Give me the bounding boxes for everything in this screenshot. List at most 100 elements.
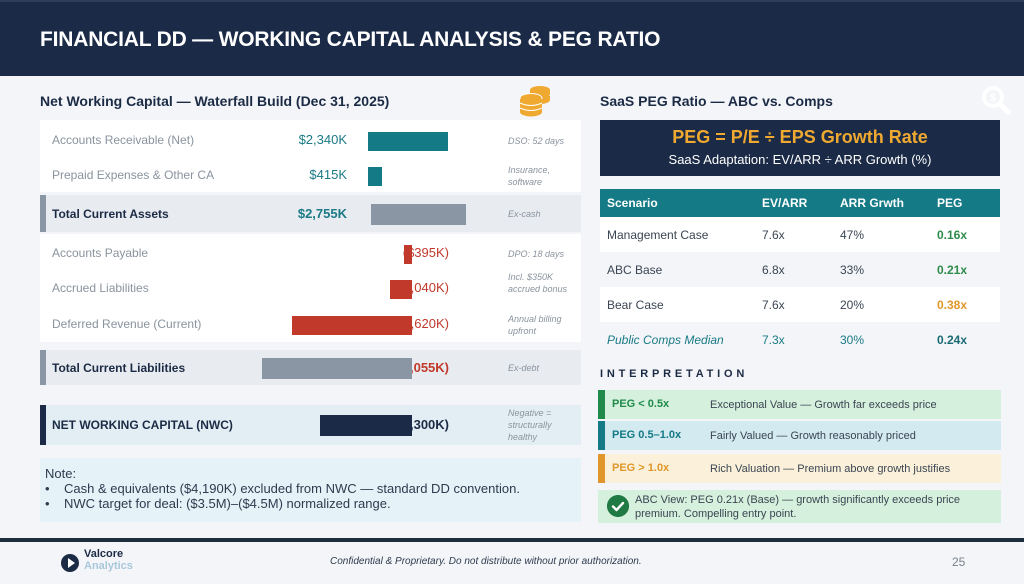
cell-ev-arr: 6.8x: [755, 252, 833, 287]
cell-peg: 0.38x: [930, 287, 1000, 322]
interpretation-row: PEG 0.5–1.0x Fairly Valued — Growth reaso…: [598, 421, 1001, 450]
waterfall-note: DPO: 18 days: [508, 248, 565, 259]
waterfall-label: Deferred Revenue (Current): [52, 317, 202, 331]
peg-formula-box: PEG = P/E ÷ EPS Growth Rate SaaS Adaptat…: [600, 120, 1000, 176]
waterfall-label: Total Current Liabilities: [52, 360, 186, 375]
waterfall-label: Total Current Assets: [52, 206, 169, 221]
abc-view-callout: ABC View: PEG 0.21x (Base) — growth sign…: [598, 490, 1001, 523]
waterfall-note: Ex-debt: [508, 362, 540, 373]
note-box: Note: Cash & equivalents ($4,190K) exclu…: [40, 458, 581, 522]
waterfall-title: Net Working Capital — Waterfall Build (D…: [40, 93, 390, 109]
peg-title: SaaS PEG Ratio — ABC vs. Comps: [600, 93, 833, 109]
row-accent: [40, 195, 46, 232]
page-number: 25: [952, 555, 966, 569]
waterfall-bar: [389, 280, 412, 299]
row-accent: [40, 405, 46, 445]
note-bullet: Cash & equivalents ($4,190K) excluded fr…: [45, 481, 576, 496]
waterfall-note: Annual billing upfront: [508, 313, 562, 336]
peg-table: Scenario EV/ARR ARR Grwth PEG Management…: [600, 189, 1000, 357]
cell-scenario: Bear Case: [600, 287, 755, 322]
check-circle-icon: [607, 495, 629, 517]
interpretation-desc: Rich Valuation — Premium above growth ju…: [710, 463, 951, 475]
logo-line1: Valcore: [84, 548, 124, 560]
col-arr-growth: ARR Grwth: [833, 189, 930, 217]
interpretation-row: PEG < 0.5x Exceptional Value — Growth far…: [598, 390, 1001, 419]
row-accent: [598, 421, 605, 450]
slide-header: FINANCIAL DD — WORKING CAPITAL ANALYSIS …: [0, 0, 1024, 76]
waterfall-label: Prepaid Expenses & Other CA: [52, 168, 215, 182]
waterfall-value: $415K: [309, 167, 347, 182]
assets-block: [40, 120, 581, 192]
logo-line2: Analytics: [84, 560, 133, 572]
slide-title: FINANCIAL DD — WORKING CAPITAL ANALYSIS …: [40, 28, 661, 51]
waterfall-note: Ex-cash: [508, 208, 541, 219]
cell-growth: 33%: [833, 252, 930, 287]
waterfall-row: Accrued Liabilities ($1,040K) Incl. $350K …: [40, 271, 581, 306]
waterfall-label: Accrued Liabilities: [52, 281, 149, 295]
interpretation-key: PEG < 0.5x: [612, 398, 670, 410]
cell-ev-arr: 7.3x: [755, 322, 833, 357]
interpretation-key: PEG 0.5–1.0x: [612, 429, 682, 441]
coins-icon: [519, 86, 550, 117]
valcore-logo-icon: [61, 554, 79, 572]
waterfall-row: Prepaid Expenses & Other CA $415K Insuranc…: [40, 158, 581, 193]
cell-scenario: Management Case: [600, 217, 755, 252]
cell-growth: 30%: [833, 322, 930, 357]
cell-peg: 0.24x: [930, 322, 1000, 357]
waterfall-row: Accounts Payable ($395K) DPO: 18 days: [40, 236, 581, 271]
waterfall-row: Total Current Liabilities ($7,055K) Ex-deb…: [40, 350, 581, 385]
row-accent: [598, 390, 605, 419]
waterfall-row: Total Current Assets $2,755K Ex-cash: [40, 195, 581, 232]
peg-table-row: Bear Case 7.6x 20% 0.38x: [600, 287, 1000, 322]
waterfall-value: $2,755K: [297, 205, 347, 221]
note-heading: Note:: [45, 466, 77, 481]
cell-growth: 20%: [833, 287, 930, 322]
waterfall-note: Incl. $350K accrued bonus: [508, 272, 568, 294]
note-bullet: NWC target for deal: ($3.5M)–($4.5M) nor…: [45, 496, 576, 511]
waterfall-value: ($395K): [402, 245, 449, 260]
waterfall-label: NET WORKING CAPITAL (NWC): [52, 418, 233, 432]
col-peg: PEG: [930, 189, 1000, 217]
footer-divider: [0, 538, 1024, 542]
peg-formula: PEG = P/E ÷ EPS Growth Rate: [672, 127, 928, 147]
waterfall-label: Accounts Payable: [52, 246, 149, 260]
confidential-notice: Confidential & Proprietary. Do not distr…: [330, 556, 642, 567]
peg-table-row: Management Case 7.6x 47% 0.16x: [600, 217, 1000, 252]
cell-scenario: Public Comps Median: [600, 322, 755, 357]
waterfall-row: NET WORKING CAPITAL (NWC) ($4,300K) Negati…: [40, 405, 581, 445]
waterfall-note: DSO: 52 days: [508, 135, 565, 146]
cell-growth: 47%: [833, 217, 930, 252]
waterfall-note: Negative = structurally healthy: [508, 408, 552, 442]
waterfall-row: Deferred Revenue (Current) ($5,620K) Annua…: [40, 307, 581, 342]
waterfall-bar: [371, 203, 466, 225]
cell-ev-arr: 7.6x: [755, 217, 833, 252]
waterfall-bar: [368, 167, 383, 186]
peg-table-row: ABC Base 6.8x 33% 0.21x: [600, 252, 1000, 287]
footer: Valcore Analytics Confidential & Proprie…: [0, 542, 1024, 584]
magnifier-dollar-icon: $: [982, 86, 1011, 115]
interpretation-row: PEG > 1.0x Rich Valuation — Premium above…: [598, 454, 1001, 483]
interpretation-desc: Exceptional Value — Growth far exceeds p…: [710, 399, 937, 411]
logo-text: Valcore Analytics: [84, 548, 133, 572]
waterfall-value: $2,340K: [298, 132, 347, 147]
interpretation-key: PEG > 1.0x: [612, 462, 670, 474]
waterfall-bar: [262, 357, 412, 379]
waterfall-bar: [320, 415, 412, 436]
peg-table-header: Scenario EV/ARR ARR Grwth PEG: [600, 189, 1000, 217]
waterfall-bar: [403, 245, 412, 264]
interpretation-desc: Fairly Valued — Growth reasonably priced: [710, 430, 916, 442]
peg-adaptation: SaaS Adaptation: EV/ARR ÷ ARR Growth (%): [668, 152, 932, 167]
waterfall-bar: [292, 316, 412, 335]
col-ev-arr: EV/ARR: [755, 189, 833, 217]
abc-view-text: ABC View: PEG 0.21x (Base) — growth sign…: [635, 494, 961, 520]
svg-text:$: $: [990, 92, 996, 104]
peg-table-row: Public Comps Median 7.3x 30% 0.24x: [600, 322, 1000, 357]
interpretation-title: INTERPRETATION: [600, 368, 749, 380]
waterfall-label: Accounts Receivable (Net): [52, 133, 195, 147]
waterfall-note: Insurance, software: [508, 164, 551, 187]
cell-peg: 0.21x: [930, 252, 1000, 287]
cell-ev-arr: 7.6x: [755, 287, 833, 322]
col-scenario: Scenario: [600, 189, 755, 217]
cell-peg: 0.16x: [930, 217, 1000, 252]
cell-scenario: ABC Base: [600, 252, 755, 287]
